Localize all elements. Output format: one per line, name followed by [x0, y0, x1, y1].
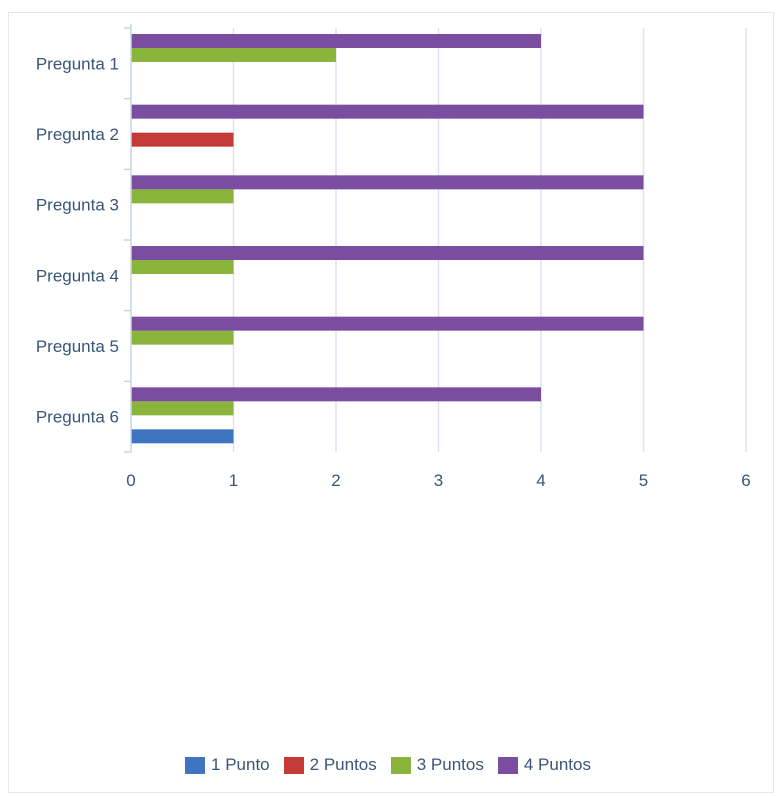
legend-label: 3 Puntos [416, 755, 484, 774]
legend-label: 1 Punto [211, 755, 270, 774]
bar-4-puntos [131, 316, 644, 331]
x-tick-label: 6 [741, 471, 750, 490]
legend-swatch [283, 756, 304, 774]
gridlines [232, 28, 747, 452]
legend-item: 2 Puntos [283, 755, 377, 775]
legend-swatch [185, 756, 206, 774]
bar-1-punto [131, 429, 234, 444]
legend-item: 1 Punto [185, 755, 270, 775]
legend-label: 4 Puntos [523, 755, 591, 774]
x-tick-label: 1 [229, 471, 238, 490]
category-label: Pregunta 2 [36, 125, 119, 144]
bar-2-puntos [131, 132, 234, 147]
bar-3-puntos [131, 330, 234, 345]
legend-item: 3 Puntos [390, 755, 484, 775]
x-tick-label: 3 [434, 471, 443, 490]
labels: 0 1 2 3 4 5 6 Pregunta 1 Pregunta 2 Pregunta 3 Pre… [36, 54, 751, 490]
bars [131, 34, 644, 444]
bar-4-puntos [131, 175, 644, 190]
x-tick-label: 4 [536, 471, 545, 490]
category-label: Pregunta 4 [36, 266, 119, 285]
category-label: Pregunta 6 [36, 408, 119, 427]
category-label: Pregunta 3 [36, 196, 119, 215]
bar-4-puntos [131, 387, 541, 402]
bar-3-puntos [131, 189, 234, 204]
axes [124, 24, 132, 453]
bar-3-puntos [131, 48, 336, 62]
bar-3-puntos [131, 401, 234, 416]
bar-4-puntos [131, 34, 541, 48]
bar-4-puntos [131, 246, 644, 260]
x-tick-label: 5 [639, 471, 648, 490]
legend-swatch [497, 756, 518, 774]
bar-4-puntos [131, 104, 644, 119]
legend: 1 Punto 2 Puntos 3 Puntos 4 Puntos [0, 750, 776, 780]
legend-label: 2 Puntos [309, 755, 377, 774]
bar-3-puntos [131, 260, 234, 274]
legend-swatch [390, 756, 411, 774]
x-tick-label: 2 [331, 471, 340, 490]
x-tick-label: 0 [126, 471, 135, 490]
legend-item: 4 Puntos [497, 755, 591, 775]
category-label: Pregunta 1 [36, 54, 119, 73]
category-label: Pregunta 5 [36, 337, 119, 356]
